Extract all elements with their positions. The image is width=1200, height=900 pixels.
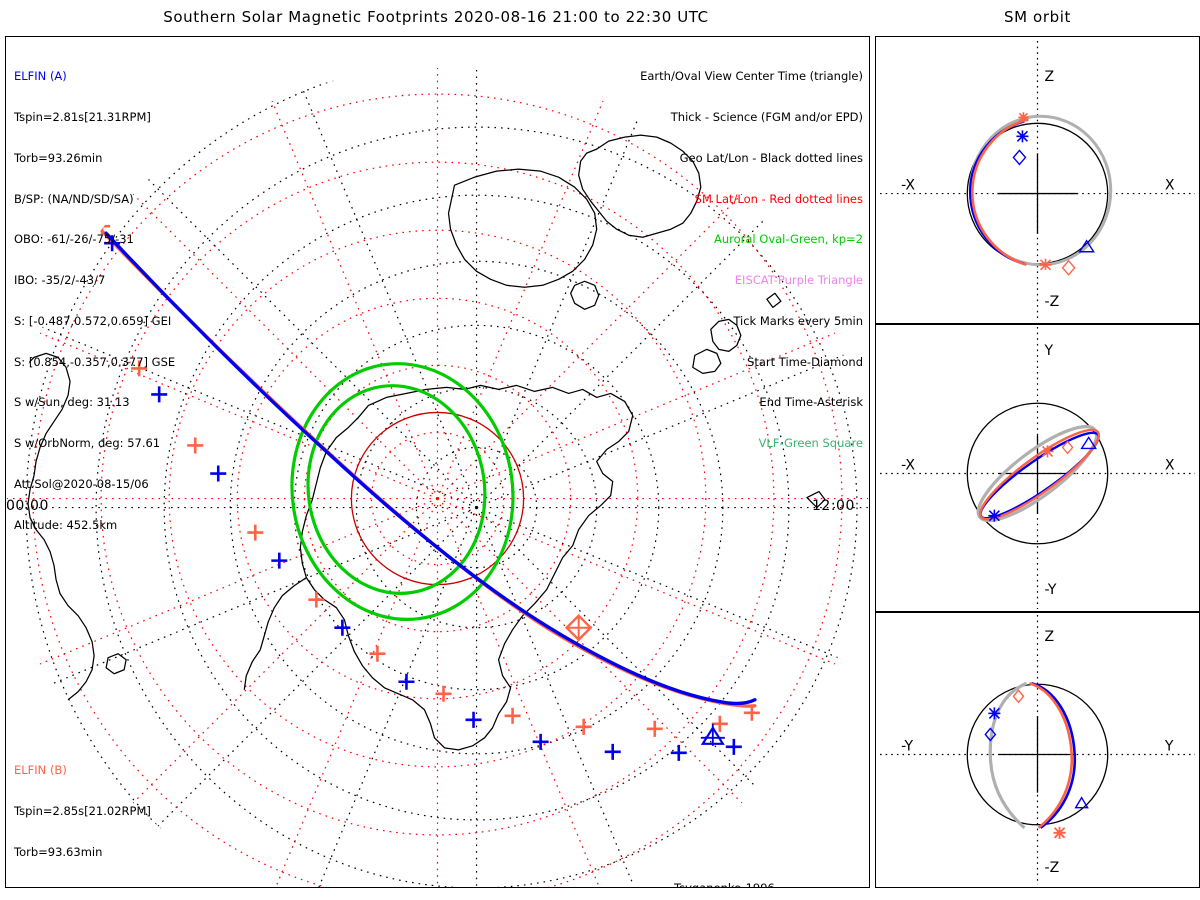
map-legend: Earth/Oval View Center Time (triangle) T… [640,43,863,478]
orbit-elfin-b [1029,682,1073,829]
axis-label-right: X [1165,178,1175,194]
elfin-a-track[interactable] [104,231,757,706]
legend-item-4: Auroral Oval-Green, kp=2 [713,232,863,247]
page-title: Southern Solar Magnetic Footprints 2020-… [163,8,709,26]
elfin-b-line-2: B/SP: (NA/ND/SD/SA) [14,886,175,887]
orbit-elfin-a [1031,681,1076,829]
earth-circle [966,402,1109,545]
axis-label-bottom: -Y [1045,582,1057,598]
asterisk-marker-b [1041,445,1054,458]
legend-item-5: EISCAT-Purple Triangle [734,273,863,288]
elfin-b-line-0: Tspin=2.85s[21.02RPM] [14,803,151,818]
elfin-b-line-1: Torb=93.63min [14,844,103,859]
elfin-a-line-5: S: [-0.487,0.572,0.659] GEI [14,313,172,328]
axis-label-right: X [1165,458,1175,474]
asterisk-marker-b2 [1039,258,1052,271]
model-name: Tsyganenko-1996 [674,882,869,887]
mlt-label-midnight: 00:00 [6,498,49,514]
diamond-marker-b [1061,440,1074,455]
diamond-marker [1012,149,1027,166]
legend-item-1: Thick - Science (FGM and/or EPD) [670,109,863,124]
axis-label-right: Y [1164,738,1174,754]
orbit-elfin-a [968,120,1025,266]
sm-orbit-title: SM orbit [1004,8,1071,26]
axis-label-bottom: -Z [1045,860,1060,876]
orbit-reference-gray [988,681,1028,829]
elfin-a-center-triangle [700,723,725,746]
orbit-xz-canvas: Z -Z -X X [880,41,1195,319]
diamond-marker-b [1061,259,1076,276]
triangle-marker [1080,436,1097,450]
triangle-marker [1078,239,1095,253]
auroral-oval-contours [290,362,515,621]
orbit-panel-xy[interactable]: Y -Y -X X [875,324,1200,612]
diamond-marker-b [1012,689,1025,704]
orbit-yz-canvas: Z -Z -Y Y [880,615,1195,885]
legend-item-0: Earth/Oval View Center Time (triangle) [640,69,863,84]
axis-label-top: Z [1045,629,1055,645]
center-cross [999,716,1076,793]
elfin-a-line-10: Altitude: 452.5km [14,517,118,532]
orbit-panel-xz[interactable]: Z -Z -X X [875,36,1200,324]
axis-label-bottom: -Z [1045,294,1060,310]
orbit-markers [988,436,1097,522]
elfin-b-info-block: ELFIN (B) Tspin=2.85s[21.02RPM] Torb=93.… [14,737,175,887]
asterisk-marker [988,509,1001,522]
axis-label-left: -Y [901,738,913,754]
diamond-marker [984,727,997,742]
polar-map-canvas [7,68,868,887]
elfin-a-header: ELFIN (A) [14,69,67,84]
elfin-b-header: ELFIN (B) [14,763,67,778]
axis-label-left: -X [901,178,915,194]
legend-item-3: SM Lat/Lon - Red dotted lines [694,191,863,206]
asterisk-marker [1016,130,1029,143]
elfin-a-line-9: Att.Sol@2020-08-15/06 [14,477,149,491]
elfin-a-line-8: S w/OrbNorm, deg: 57.61 [14,436,161,451]
elfin-a-line-3: OBO: -61/-26/-75/-31 [14,232,134,247]
elfin-a-line-7: S w/Sun, deg: 31.13 [14,395,130,410]
orbit-markers [984,689,1089,839]
coastlines [23,80,826,751]
elfin-a-line-1: Torb=93.26min [14,150,103,165]
orbit-elfin-b [979,428,1100,521]
legend-item-9: VLF-Green Square [758,436,863,451]
elfin-a-line-6: S: [0.854,-0.357,0.377] GSE [14,354,176,369]
legend-item-7: Start Time-Diamond [747,354,863,369]
polar-map-panel[interactable]: 00:00 12:00 18:00 ELFIN (A) Tspin=2.81s[… [5,36,870,888]
elfin-a-line-4: IBO: -35/2/-43/7 [14,273,106,288]
geo-meridian-grid [7,68,868,887]
center-cross [997,153,1078,234]
triangle-marker [1074,796,1089,809]
legend-item-2: Geo Lat/Lon - Black dotted lines [679,150,863,165]
orbit-elfin-a [979,431,1100,520]
legend-item-8: End Time-Asterisk [759,395,863,410]
elfin-a-line-2: B/SP: (NA/ND/SD/SA) [14,191,134,206]
mlt-label-noon: 12:00 [812,498,855,514]
orbit-elfin-b [970,118,1029,267]
axis-label-top: Z [1045,69,1055,85]
elfin-b-start-diamond [564,613,593,642]
asterisk-marker-b [1053,826,1066,839]
axis-label-left: -X [901,458,915,474]
elfin-a-tick-marks [104,235,742,761]
credit-block: Tsyganenko-1996 Created: Tue Jan 24 09:0… [674,855,869,887]
asterisk-marker-b [1018,112,1029,123]
asterisk-marker [988,707,1001,720]
elfin-a-line-0: Tspin=2.81s[21.31RPM] [14,109,151,124]
orbit-xy-canvas: Y -Y -X X [880,327,1195,609]
orbit-panel-yz[interactable]: Z -Z -Y Y [875,612,1200,888]
elfin-a-info-block: ELFIN (A) Tspin=2.81s[21.31RPM] Torb=93.… [14,43,175,560]
axis-label-top: Y [1044,343,1054,359]
legend-item-6: Tick Marks every 5min [733,313,863,328]
elfin-b-tick-marks [94,218,760,737]
